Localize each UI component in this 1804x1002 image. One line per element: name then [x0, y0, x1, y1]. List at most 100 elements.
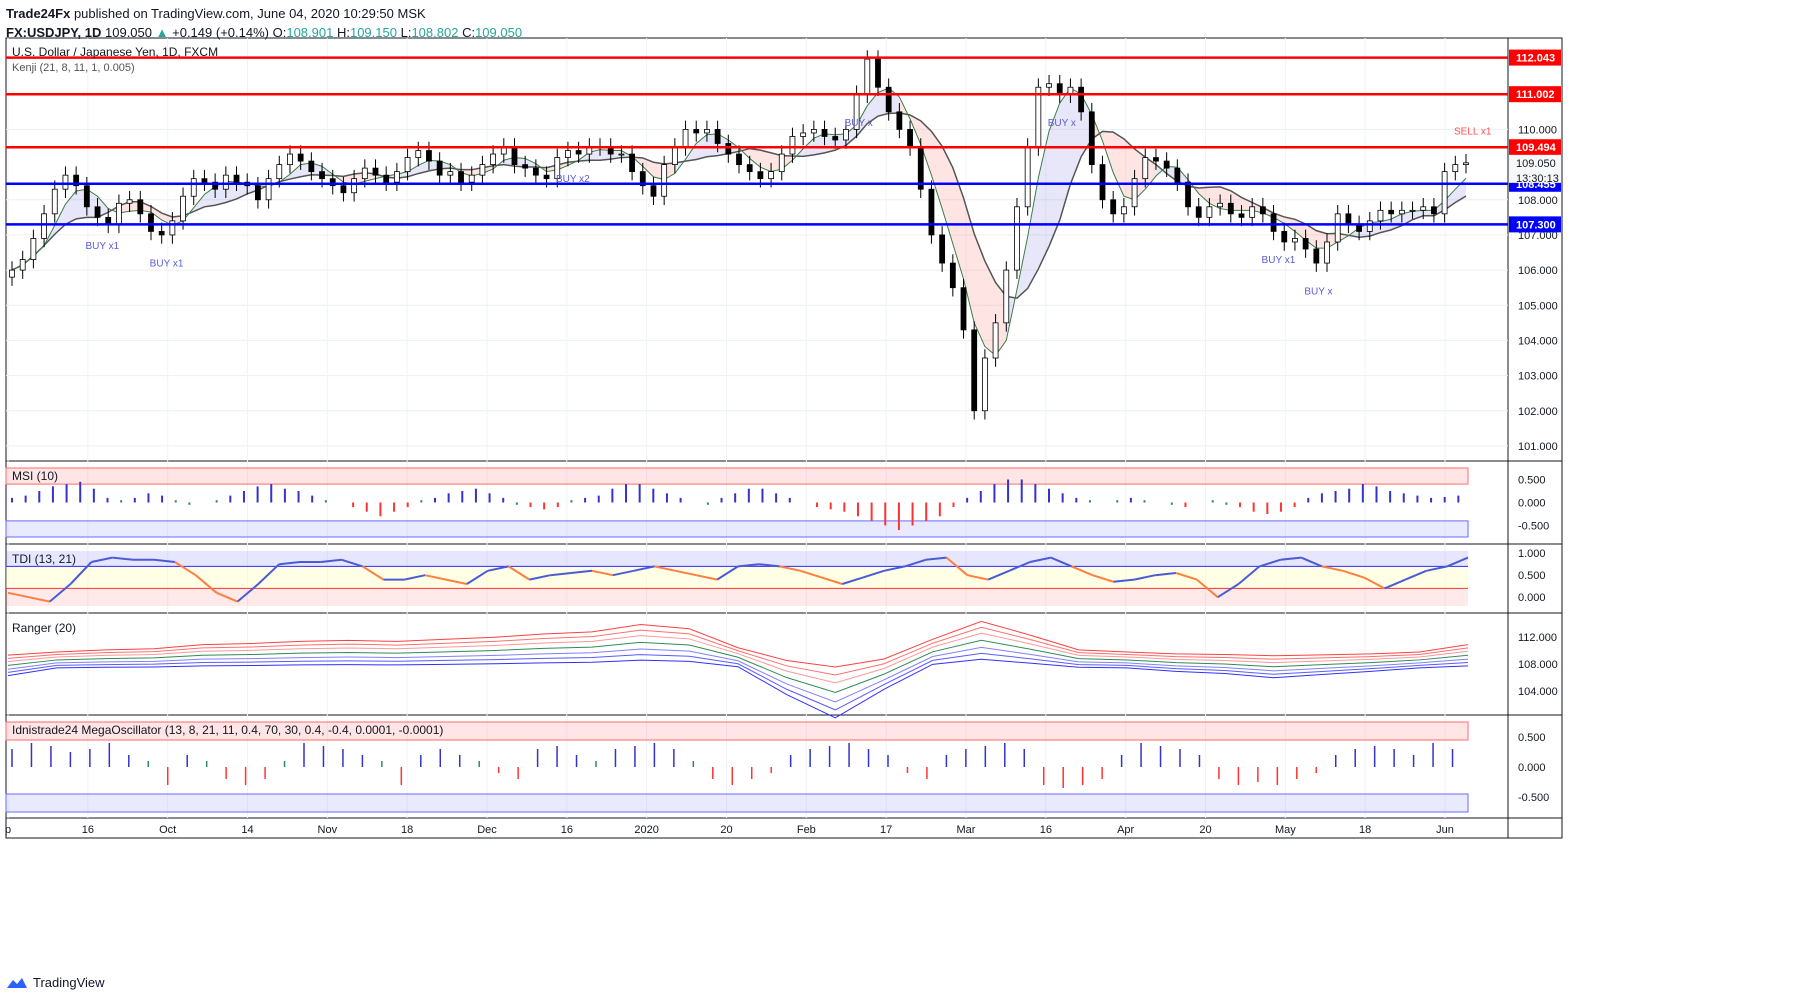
time-tick-label: Nov	[318, 824, 338, 836]
candle-body	[479, 164, 486, 176]
low-value: 108.802	[411, 25, 459, 40]
price-tick-label: 110.000	[1518, 124, 1557, 136]
publish-line: Trade24Fx published on TradingView.com, …	[6, 4, 522, 23]
candle-body	[629, 153, 635, 173]
ma-cloud-segment	[642, 157, 654, 177]
candle-body	[1153, 157, 1159, 162]
osc-tick-label: 0.000	[1518, 762, 1546, 774]
candle-body	[714, 129, 721, 144]
level-price-label: 112.043	[1516, 53, 1555, 65]
tdi-line-segment	[112, 556, 134, 561]
tdi-line-segment	[341, 558, 363, 568]
price-change: +0.149 (+0.14%)	[172, 25, 269, 40]
time-tick-label: 17	[880, 824, 892, 836]
ma-cloud-segment	[739, 147, 750, 159]
candle-body	[404, 157, 411, 173]
tdi-line-segment	[1446, 556, 1469, 568]
tdi-line-segment	[1405, 569, 1427, 581]
candle-body	[1120, 206, 1127, 215]
tdi-line-segment	[362, 565, 384, 581]
candle-body	[575, 150, 582, 155]
tdi-line-segment	[883, 565, 906, 572]
candle-body	[468, 174, 475, 183]
candle-body	[682, 129, 689, 148]
price-tick-label: 106.000	[1518, 265, 1558, 277]
ma-cloud-segment	[1412, 210, 1424, 220]
time-tick-label: May	[1275, 824, 1296, 836]
candle-body	[1302, 238, 1309, 250]
candle-body	[426, 150, 432, 162]
candle-body	[725, 143, 732, 155]
tdi-line-segment	[424, 574, 447, 581]
tdi-line-segment	[633, 565, 655, 572]
candle-body	[671, 146, 678, 165]
candle-body	[757, 171, 764, 180]
current-price-tag	[1509, 154, 1561, 183]
level-price-tag	[1509, 49, 1561, 66]
candle-body	[233, 174, 240, 183]
tdi-line-segment	[1384, 578, 1406, 590]
ranger-band-line	[7, 639, 1469, 693]
candle-body	[201, 178, 208, 183]
tdi-line-segment	[841, 576, 864, 585]
candle-body	[532, 167, 539, 176]
tdi-line-segment	[1175, 572, 1198, 581]
candle-body	[875, 58, 881, 88]
candle-body	[297, 153, 304, 162]
candle-body	[1024, 146, 1031, 208]
tdi-line-segment	[737, 563, 759, 568]
ma-cloud-segment	[1027, 177, 1039, 289]
tdi-line-segment	[91, 556, 113, 563]
signal-label-sell: SELL x1	[1732, 0, 1770, 3]
tdi-line-segment	[174, 561, 197, 577]
candle-body	[340, 185, 347, 194]
candle-body	[1035, 86, 1042, 148]
level-price-label: 107.300	[1516, 219, 1556, 231]
tdi-upper-zone	[6, 551, 1468, 567]
candle-body	[800, 132, 807, 137]
publisher-name[interactable]: Trade24Fx	[6, 6, 71, 21]
candle-body	[158, 231, 165, 236]
candle-body	[960, 287, 967, 331]
candle-body	[62, 174, 69, 190]
open-label: O:	[272, 25, 287, 40]
symbol-label[interactable]: FX:USDJPY, 1D	[6, 25, 102, 40]
candle-body	[169, 220, 176, 236]
level-price-tag	[1509, 86, 1561, 103]
candle-body	[393, 171, 400, 183]
ranger-band-line	[7, 652, 1469, 711]
tdi-line-segment	[1134, 574, 1156, 581]
candle-body	[746, 164, 753, 173]
candle-body	[1099, 164, 1106, 201]
tdi-line-segment	[800, 569, 822, 579]
mega-pane-title: Idnistrade24 MegaOscillator (13, 8, 21, …	[12, 723, 443, 737]
last-price: 109.050	[105, 25, 152, 40]
price-tick-label: 104.000	[1518, 335, 1558, 347]
ma-cloud-segment	[418, 160, 429, 174]
tdi-line-segment	[862, 569, 885, 579]
candle-body	[319, 171, 325, 180]
signal-label-sell: SELL x1	[1657, 0, 1695, 3]
candle-body	[329, 178, 336, 187]
tdi-line-segment	[1342, 569, 1365, 579]
main-pane-title: U.S. Dollar / Japanese Yen, 1D, FXCM	[12, 45, 218, 59]
candle-body	[511, 146, 518, 165]
tdi-line-segment	[987, 569, 1010, 581]
tradingview-footer[interactable]: TradingView	[6, 975, 105, 990]
open-value: 108.901	[286, 25, 334, 40]
candle-body	[265, 178, 272, 201]
tdi-line-segment	[28, 596, 50, 603]
candle-body	[1046, 83, 1052, 88]
candle-body	[447, 171, 454, 176]
candle-body	[83, 185, 90, 208]
high-label: H:	[336, 25, 350, 40]
ma-cloud-segment	[1049, 103, 1060, 247]
candle-body	[736, 153, 742, 166]
tdi-line-segment	[1259, 558, 1281, 568]
ma-cloud-segment	[65, 190, 77, 225]
candle-body	[1259, 206, 1266, 215]
ma-cloud-segment	[749, 148, 761, 168]
tdi-line-segment	[257, 563, 280, 585]
osc-tick-label: 0.000	[1518, 592, 1546, 604]
